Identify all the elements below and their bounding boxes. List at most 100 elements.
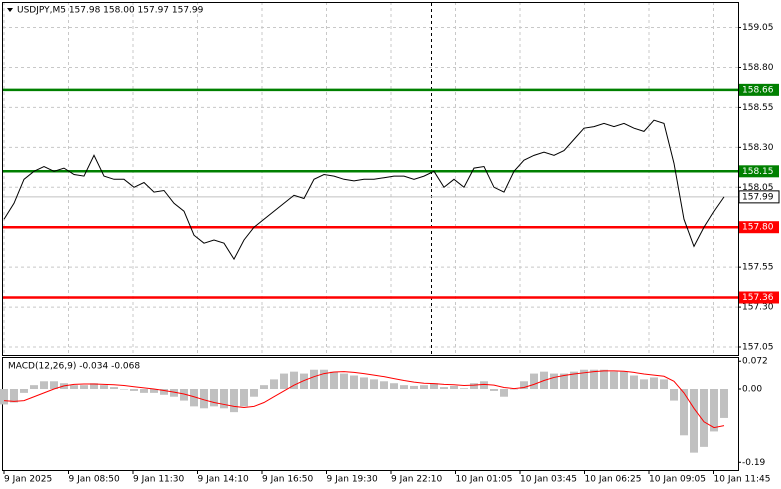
x-tick-label: 9 Jan 19:30 (327, 475, 379, 485)
macd-bar (640, 379, 648, 390)
macd-bar (290, 371, 298, 390)
macd-bar (720, 389, 728, 418)
level-label-box (739, 291, 779, 304)
level-label: 157.80 (742, 223, 774, 233)
last-price-box (738, 190, 780, 204)
macd-bar (680, 389, 688, 436)
macd-bar (600, 369, 608, 390)
macd-bar (390, 383, 398, 390)
macd-bar (420, 385, 428, 390)
macd-bar (670, 389, 678, 401)
x-tick-label: 9 Jan 16:50 (262, 475, 314, 485)
last-price-label: 157.99 (742, 192, 774, 202)
macd-panel (2, 357, 739, 471)
y-tick-label: 157.05 (742, 343, 774, 353)
macd-bar (520, 381, 528, 390)
macd-bar (470, 383, 478, 390)
macd-bar (550, 373, 558, 390)
y-tick-label: 159.05 (742, 23, 774, 33)
macd-bar (170, 389, 178, 397)
macd-bar (570, 371, 578, 390)
macd-bar (610, 371, 618, 390)
macd-bar (690, 389, 698, 453)
macd-bar (620, 371, 628, 390)
price-line (3, 119, 725, 261)
macd-bar (430, 383, 438, 390)
macd-bar (530, 373, 538, 390)
y-tick-label: 157.30 (742, 303, 774, 313)
macd-bar (490, 389, 498, 391)
macd-bar (230, 389, 238, 413)
macd-bar (280, 373, 288, 390)
macd-bar (330, 371, 338, 390)
macd-bar (120, 389, 128, 390)
macd-bar (340, 373, 348, 390)
macd-bar (580, 369, 588, 390)
macd-bar (480, 381, 488, 390)
x-tick-label: 10 Jan 11:45 (714, 475, 771, 485)
macd-bar (40, 381, 48, 390)
symbol-icon (7, 8, 13, 12)
macd-bar (110, 387, 118, 390)
macd-bar (460, 388, 468, 390)
macd-title: MACD(12,26,9) -0.034 -0.068 (8, 362, 140, 372)
macd-bar (210, 389, 218, 407)
macd-bar (10, 389, 18, 403)
macd-tick-label: 0.00 (742, 385, 762, 395)
x-tick-label: 9 Jan 14:10 (198, 475, 250, 485)
level-label: 157.36 (742, 293, 774, 303)
y-tick-label: 158.55 (742, 103, 774, 113)
macd-bar (130, 389, 138, 391)
macd-bar (250, 389, 258, 397)
x-tick-label: 9 Jan 22:10 (391, 475, 443, 485)
x-tick-label: 10 Jan 09:05 (649, 475, 706, 485)
macd-bar (450, 385, 458, 390)
macd-bar (270, 379, 278, 390)
macd-bar (70, 385, 78, 390)
macd-bar (20, 389, 28, 393)
y-tick-label: 158.05 (742, 183, 774, 193)
macd-bar (220, 389, 228, 409)
level-label-box (739, 221, 779, 234)
x-tick-label: 9 Jan 2025 (4, 475, 52, 485)
macd-bar (360, 377, 368, 390)
macd-bar (180, 389, 188, 401)
macd-bar (370, 379, 378, 390)
level-label-box (739, 83, 779, 96)
macd-bar (630, 375, 638, 390)
macd-bar (710, 389, 718, 432)
x-tick-label: 9 Jan 08:50 (69, 475, 121, 485)
macd-bar (310, 369, 318, 390)
y-tick-label: 158.80 (742, 63, 774, 73)
chart-title: USDJPY,M5 157.98 158.00 157.97 157.99 (17, 6, 204, 16)
macd-bar (440, 387, 448, 390)
level-label: 158.15 (742, 167, 774, 177)
x-tick-label: 9 Jan 11:30 (133, 475, 185, 485)
macd-bar (650, 377, 658, 390)
macd-bar (190, 389, 198, 407)
macd-bar (50, 381, 58, 390)
macd-bar (590, 369, 598, 390)
macd-tick-label: 0.072 (742, 357, 768, 367)
macd-bar (350, 375, 358, 390)
macd-bar (240, 389, 248, 407)
macd-bar (80, 385, 88, 390)
macd-bar (320, 369, 328, 390)
macd-bar (150, 389, 158, 393)
macd-bar (660, 379, 668, 390)
macd-bar (0, 389, 8, 405)
macd-bar (410, 385, 418, 390)
x-tick-label: 10 Jan 06:25 (585, 475, 642, 485)
x-tick-label: 10 Jan 01:05 (456, 475, 513, 485)
macd-bar (100, 385, 108, 390)
macd-bar (510, 389, 518, 390)
macd-bar (90, 383, 98, 390)
macd-tick-label: -0.19 (742, 458, 766, 468)
level-label: 158.66 (742, 85, 774, 95)
macd-bar (140, 389, 148, 393)
macd-bar (260, 385, 268, 390)
macd-bar (560, 373, 568, 390)
main-panel (2, 2, 739, 356)
